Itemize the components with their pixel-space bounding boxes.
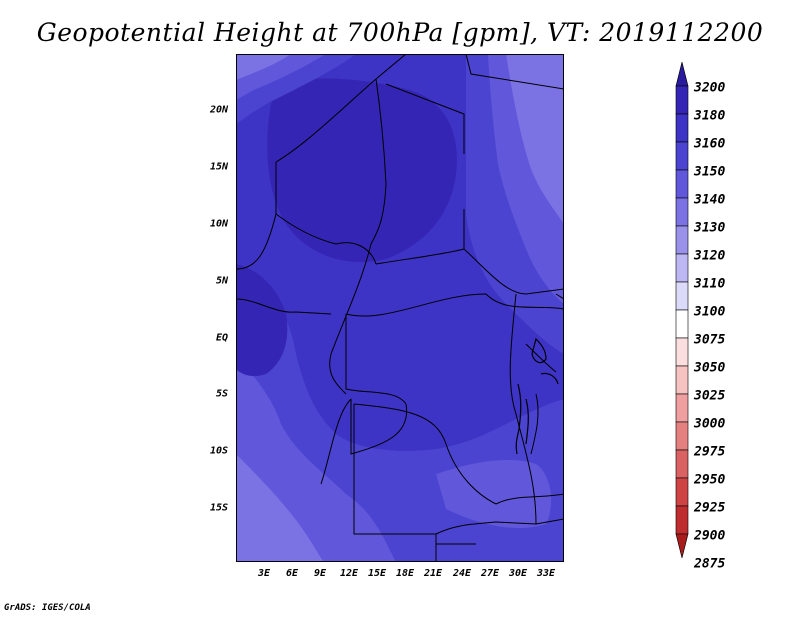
colorbar-segment <box>675 421 689 451</box>
field-3180-westcoast <box>236 264 288 377</box>
country-borders <box>236 54 564 562</box>
colorbar-label: 3180 <box>694 108 726 124</box>
field-3180-north <box>267 78 457 263</box>
colorbar-segment <box>675 62 689 87</box>
colorbar-label: 3050 <box>694 360 726 376</box>
lon-label: 30E <box>508 568 528 579</box>
field-3130-southwest <box>236 454 324 562</box>
colorbar-label: 2925 <box>694 500 726 516</box>
colorbar-label: 3075 <box>694 332 726 348</box>
lon-label: 12E <box>339 568 359 579</box>
lon-label: 3E <box>257 568 271 579</box>
colorbar-segment <box>675 505 689 535</box>
colorbar-label: 3025 <box>694 388 726 404</box>
geopotential-map <box>236 54 564 562</box>
map-panel <box>236 54 564 562</box>
lon-label: 18E <box>395 568 415 579</box>
lon-label: 15E <box>367 568 387 579</box>
lon-label: 9E <box>313 568 327 579</box>
colorbar-label: 3140 <box>694 192 726 208</box>
colorbar-segment <box>675 85 689 115</box>
colorbar-label: 3150 <box>694 164 726 180</box>
colorbar-label: 2950 <box>694 472 726 488</box>
colorbar-segment <box>675 393 689 423</box>
lat-label: 10N <box>209 218 228 230</box>
colorbar-segment <box>675 533 689 558</box>
colorbar-label: 3120 <box>694 248 726 264</box>
colorbar-label: 3110 <box>694 276 726 292</box>
lon-label: 33E <box>536 568 556 579</box>
lon-label: 24E <box>452 568 472 579</box>
figure-title: Geopotential Height at 700hPa [gpm], VT:… <box>36 18 764 47</box>
colorbar-segment <box>675 225 689 255</box>
lat-label: 20N <box>209 104 228 116</box>
field-3130-northeast <box>506 54 564 224</box>
colorbar-label: 2875 <box>694 556 726 572</box>
lat-label: 15N <box>209 161 228 173</box>
field-3130-northwest <box>236 54 291 80</box>
colorbar-label: 3130 <box>694 220 726 236</box>
lat-label: 10S <box>209 445 228 457</box>
map-frame <box>236 54 564 562</box>
lon-label: 6E <box>285 568 299 579</box>
lat-label: 15S <box>209 502 228 514</box>
lat-label: EQ <box>215 332 228 344</box>
colorbar-label: 3160 <box>694 136 726 152</box>
colorbar-segment <box>675 253 689 283</box>
lakes <box>515 337 559 455</box>
lon-label: 21E <box>423 568 443 579</box>
colorbar-label: 3100 <box>694 304 726 320</box>
colorbar-segment <box>675 141 689 171</box>
lon-label: 27E <box>480 568 500 579</box>
lat-label: 5N <box>215 275 228 287</box>
field-3140-southeast <box>436 459 552 529</box>
colorbar-segment <box>675 309 689 339</box>
colorbar-label: 3200 <box>694 80 726 96</box>
colorbar-segment <box>675 281 689 311</box>
colorbar-segment <box>675 477 689 507</box>
colorbar-segment <box>675 337 689 367</box>
colorbar-label: 2900 <box>694 528 726 544</box>
colorbar-segment <box>675 449 689 479</box>
grads-credit: GrADS: IGES/COLA <box>4 603 91 613</box>
colorbar-label: 3000 <box>694 416 726 432</box>
colorbar <box>675 62 689 558</box>
colorbar-label: 2975 <box>694 444 726 460</box>
colorbar-segment <box>675 365 689 395</box>
colorbar-segment <box>675 169 689 199</box>
colorbar-segment <box>675 113 689 143</box>
lat-label: 5S <box>215 388 228 400</box>
colorbar-segment <box>675 197 689 227</box>
